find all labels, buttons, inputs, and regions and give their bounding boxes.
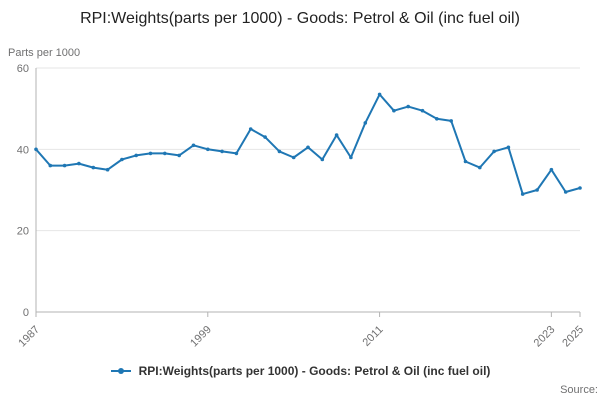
data-point-marker bbox=[291, 155, 296, 160]
data-point-marker bbox=[492, 149, 496, 154]
data-point-marker bbox=[349, 155, 353, 160]
data-point-marker bbox=[120, 157, 124, 162]
data-point-marker bbox=[177, 153, 181, 158]
x-tick-label: 2023 bbox=[532, 324, 558, 350]
x-tick-label: 1999 bbox=[188, 324, 214, 350]
legend-label: RPI:Weights(parts per 1000) - Goods: Pet… bbox=[138, 364, 491, 378]
x-tick-label: 1987 bbox=[16, 324, 42, 350]
data-point-marker bbox=[334, 133, 339, 137]
data-point-marker bbox=[449, 119, 454, 123]
data-point-marker bbox=[277, 149, 282, 154]
legend-marker-icon bbox=[110, 368, 131, 374]
data-point-marker bbox=[377, 92, 382, 97]
y-tick-label: 0 bbox=[23, 307, 29, 319]
x-tick-label: 2011 bbox=[360, 324, 385, 349]
data-point-marker bbox=[392, 108, 396, 113]
data-point-marker bbox=[435, 117, 439, 121]
source-label: Source: bbox=[560, 384, 598, 396]
data-point-marker bbox=[248, 127, 253, 131]
data-point-marker bbox=[34, 147, 38, 152]
data-point-marker bbox=[406, 104, 411, 109]
y-tick-label: 40 bbox=[17, 144, 29, 156]
data-point-marker bbox=[506, 145, 511, 150]
data-point-marker bbox=[62, 163, 67, 168]
data-point-marker bbox=[263, 135, 267, 139]
data-point-marker bbox=[463, 159, 468, 164]
legend: RPI:Weights(parts per 1000) - Goods: Pet… bbox=[0, 364, 600, 378]
data-point-marker bbox=[535, 188, 539, 192]
data-point-marker bbox=[206, 147, 210, 152]
data-point-marker bbox=[363, 121, 368, 125]
data-series-line bbox=[35, 93, 581, 196]
data-point-marker bbox=[563, 190, 568, 194]
data-point-marker bbox=[306, 145, 310, 150]
y-tick-label: 60 bbox=[17, 63, 29, 75]
data-point-marker bbox=[77, 161, 81, 166]
data-point-marker bbox=[320, 157, 325, 162]
legend-item[interactable]: RPI:Weights(parts per 1000) - Goods: Pet… bbox=[110, 364, 491, 378]
data-point-marker bbox=[105, 167, 110, 172]
data-point-marker bbox=[234, 151, 239, 156]
data-point-marker bbox=[549, 167, 554, 172]
data-point-marker bbox=[520, 192, 525, 196]
data-point-marker bbox=[48, 163, 53, 168]
data-point-marker bbox=[420, 108, 425, 113]
data-point-marker bbox=[220, 149, 224, 154]
data-point-marker bbox=[478, 165, 482, 170]
data-point-marker bbox=[148, 151, 153, 156]
data-point-marker bbox=[134, 153, 138, 158]
data-point-marker bbox=[191, 143, 196, 148]
data-point-marker bbox=[578, 186, 582, 190]
chart-title: RPI:Weights(parts per 1000) - Goods: Pet… bbox=[80, 10, 520, 27]
x-tick-label: 2025 bbox=[560, 324, 586, 350]
data-point-marker bbox=[163, 151, 167, 156]
y-axis-unit-label: Parts per 1000 bbox=[8, 47, 81, 59]
y-tick-label: 20 bbox=[17, 226, 29, 238]
data-point-marker bbox=[91, 165, 96, 170]
